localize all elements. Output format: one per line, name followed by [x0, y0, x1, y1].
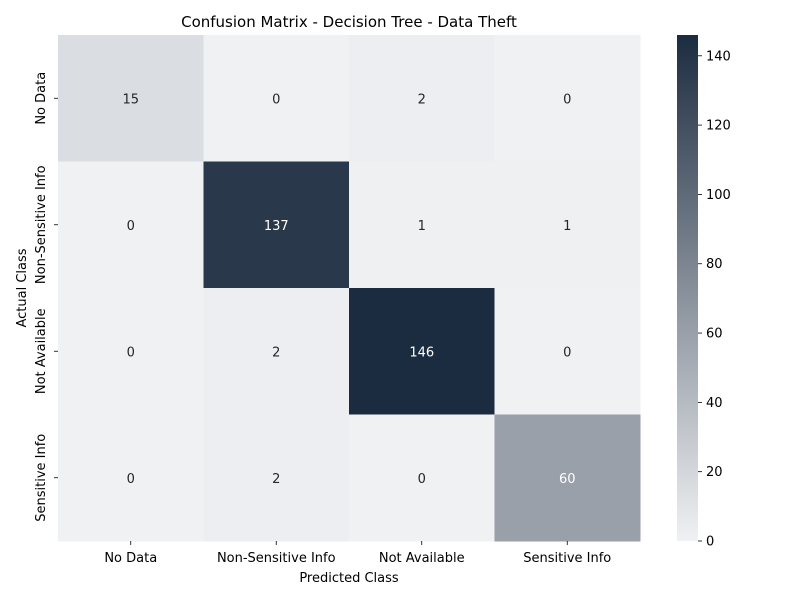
heatmap-cell	[58, 288, 204, 415]
y-tick-label: Not Available	[34, 308, 49, 394]
heatmap-cell	[494, 35, 641, 162]
colorbar-tick-label: 40	[706, 396, 723, 411]
colorbar-tick-label: 140	[706, 49, 731, 64]
x-tick-labels: No Data Non-Sensitive Info Not Available Se…	[104, 541, 611, 566]
heatmap-cell	[203, 161, 350, 289]
y-tick-label: No Data	[34, 72, 49, 125]
heatmap-cell	[494, 161, 641, 289]
cell-value-label: 2	[272, 345, 280, 360]
colorbar-tick-label: 100	[706, 188, 731, 203]
heatmap-cell	[58, 35, 204, 162]
heatmap-cell	[494, 414, 641, 542]
colorbar-tick-label: 60	[706, 327, 723, 342]
cell-value-label: 1	[563, 219, 571, 234]
colorbar-tick-label: 20	[706, 465, 723, 480]
x-tick-label: Not Available	[379, 551, 465, 566]
colorbar	[677, 35, 698, 541]
colorbar-tick-label: 120	[706, 119, 731, 134]
colorbar-tick-label: 0	[706, 535, 714, 550]
heatmap-cells: 15 0 2 0 0 137 1 1 0 2 146 0 0 2 0 60	[58, 35, 641, 542]
cell-value-label: 2	[272, 472, 280, 487]
heatmap-cell	[203, 288, 350, 415]
cell-value-label: 137	[264, 219, 289, 234]
heatmap-cell	[349, 35, 495, 162]
cell-value-label: 0	[418, 472, 426, 487]
cell-value-label: 2	[418, 92, 426, 107]
heatmap-cell	[203, 414, 350, 542]
y-tick-label: Sensitive Info	[34, 434, 49, 522]
x-tick-label: Non-Sensitive Info	[217, 551, 336, 566]
colorbar-tick-label: 80	[706, 257, 723, 272]
x-tick-label: Sensitive Info	[523, 551, 611, 566]
cell-value-label: 146	[409, 345, 434, 360]
cell-value-label: 0	[272, 92, 280, 107]
heatmap-cell	[58, 414, 204, 542]
heatmap-cell	[494, 288, 641, 415]
heatmap-cell	[349, 161, 495, 289]
y-axis-label: Actual Class	[15, 248, 30, 327]
cell-value-label: 0	[127, 219, 135, 234]
heatmap-cell	[349, 414, 495, 542]
cell-value-label: 60	[559, 472, 576, 487]
y-tick-label: Non-Sensitive Info	[34, 165, 49, 284]
cell-value-label: 0	[127, 472, 135, 487]
x-axis-label: Predicted Class	[299, 571, 399, 586]
cell-value-label: 1	[418, 219, 426, 234]
heatmap-cell	[58, 161, 204, 289]
y-tick-labels: No Data Non-Sensitive Info Not Available Se…	[34, 72, 58, 522]
cell-value-label: 0	[127, 345, 135, 360]
chart-title: Confusion Matrix - Decision Tree - Data …	[181, 13, 517, 31]
colorbar-ticks: 0 20 40 60 80 100 120 140	[698, 49, 731, 550]
x-tick-label: No Data	[104, 551, 157, 566]
cell-value-label: 0	[563, 92, 571, 107]
heatmap-cell	[349, 288, 495, 415]
cell-value-label: 0	[563, 345, 571, 360]
cell-value-label: 15	[122, 92, 139, 107]
heatmap-cell	[203, 35, 350, 162]
